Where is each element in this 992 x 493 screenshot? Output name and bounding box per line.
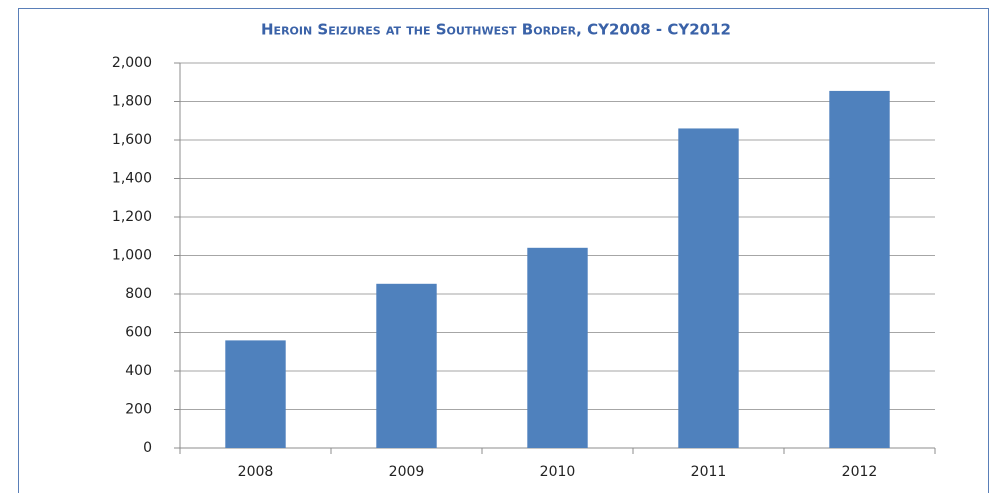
x-tick-label: 2010: [540, 464, 576, 480]
y-tick-label: 1,000: [112, 248, 152, 264]
bar: [225, 340, 286, 448]
y-tick-label: 1,400: [112, 171, 152, 187]
y-tick-label: 200: [125, 402, 152, 418]
x-tick-label: 2008: [238, 464, 274, 480]
x-tick-label: 2011: [691, 464, 727, 480]
frame: [18, 8, 989, 493]
y-tick-label: 400: [125, 363, 152, 379]
y-tick-label: 2,000: [112, 55, 152, 71]
bar: [678, 128, 739, 448]
bar: [527, 247, 588, 448]
y-tick-label: 600: [125, 325, 152, 341]
y-tick-label: 1,800: [112, 94, 152, 110]
chart-title: Heroin Seizures at the Southwest Border,…: [261, 21, 731, 39]
bar: [829, 90, 890, 448]
y-tick-label: 0: [143, 440, 152, 456]
x-tick-label: 2012: [842, 464, 878, 480]
y-tick-label: 1,600: [112, 132, 152, 148]
y-tick-label: 800: [125, 286, 152, 302]
bar: [376, 283, 437, 448]
y-tick-label: 1,200: [112, 209, 152, 225]
x-tick-label: 2009: [389, 464, 425, 480]
